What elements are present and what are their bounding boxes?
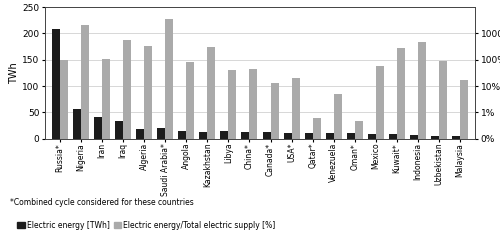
Bar bbox=[123, 40, 131, 139]
Bar bbox=[94, 117, 102, 139]
Bar bbox=[418, 42, 426, 139]
Bar bbox=[452, 136, 460, 139]
Bar bbox=[312, 118, 320, 139]
Bar bbox=[376, 66, 384, 139]
Bar bbox=[73, 109, 81, 139]
Bar bbox=[397, 48, 405, 139]
Bar bbox=[200, 132, 207, 139]
Bar bbox=[144, 46, 152, 139]
Bar bbox=[102, 59, 110, 139]
Bar bbox=[262, 132, 270, 139]
Bar bbox=[178, 131, 186, 139]
Bar bbox=[250, 69, 258, 139]
Bar bbox=[81, 25, 89, 139]
Bar bbox=[439, 61, 447, 139]
Bar bbox=[186, 62, 194, 139]
Bar bbox=[220, 131, 228, 139]
Bar bbox=[347, 133, 355, 139]
Bar bbox=[157, 128, 165, 139]
Bar bbox=[165, 19, 173, 139]
Bar bbox=[355, 121, 363, 139]
Legend: Electric energy [TWh], Electric energy/Total electric supply [%]: Electric energy [TWh], Electric energy/T… bbox=[14, 218, 278, 233]
Bar bbox=[292, 78, 300, 139]
Bar bbox=[368, 134, 376, 139]
Bar bbox=[60, 60, 68, 139]
Y-axis label: TWh: TWh bbox=[10, 62, 20, 84]
Text: *Combined cycle considered for these countries: *Combined cycle considered for these cou… bbox=[10, 198, 194, 207]
Bar bbox=[460, 80, 468, 139]
Bar bbox=[389, 134, 397, 139]
Bar bbox=[431, 136, 439, 139]
Bar bbox=[410, 135, 418, 139]
Bar bbox=[136, 129, 144, 139]
Bar bbox=[334, 94, 342, 139]
Bar bbox=[228, 70, 236, 139]
Bar bbox=[242, 132, 250, 139]
Bar bbox=[284, 133, 292, 139]
Bar bbox=[270, 83, 278, 139]
Bar bbox=[304, 133, 312, 139]
Bar bbox=[208, 47, 216, 139]
Bar bbox=[115, 121, 123, 139]
Bar bbox=[326, 133, 334, 139]
Bar bbox=[52, 29, 60, 139]
